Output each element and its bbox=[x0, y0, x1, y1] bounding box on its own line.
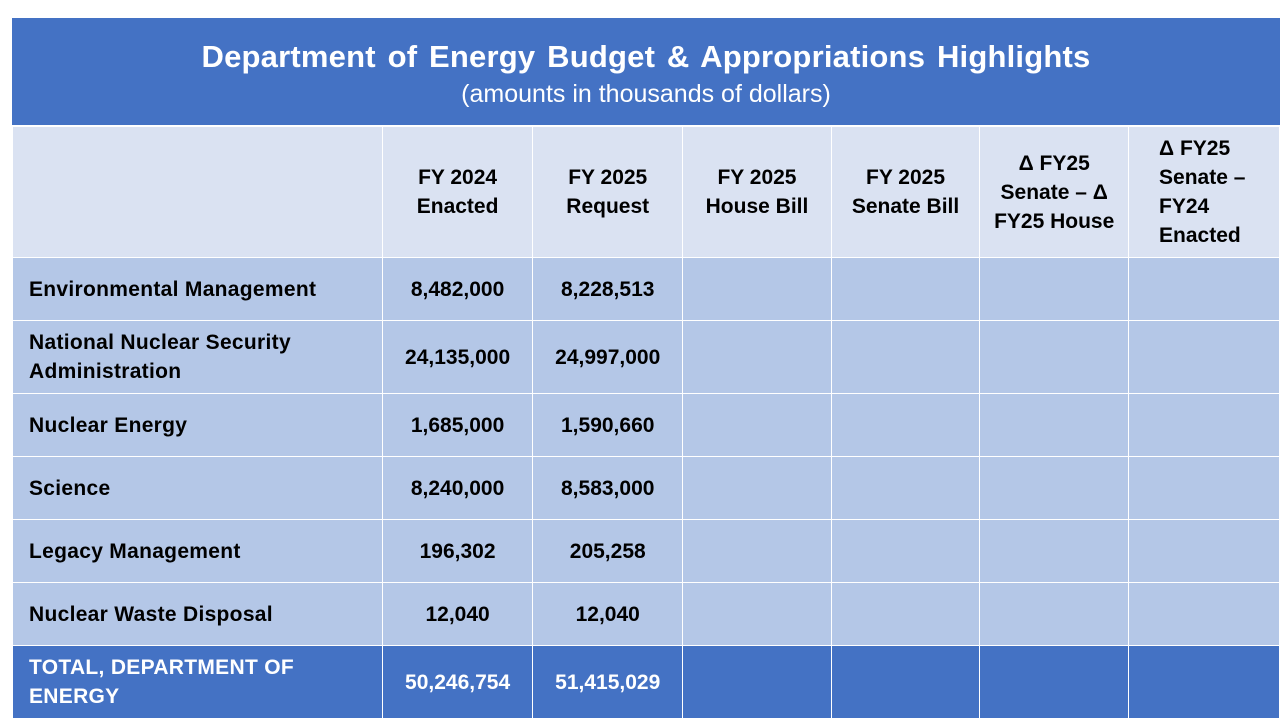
cell-fy2024-enacted: 196,302 bbox=[382, 519, 534, 583]
header-delta-senate-house: Δ FY25 Senate – Δ FY25 House bbox=[979, 126, 1130, 258]
cell-fy2025-senate bbox=[830, 582, 981, 646]
cell-fy2024-enacted: 1,685,000 bbox=[382, 393, 534, 457]
budget-table: FY 2024 Enacted FY 2025 Request FY 2025 … bbox=[11, 126, 1280, 719]
total-fy2024-enacted: 50,246,754 bbox=[382, 645, 534, 719]
cell-delta-senate-house bbox=[979, 582, 1130, 646]
cell-fy2025-house bbox=[682, 582, 832, 646]
cell-delta-senate-house bbox=[979, 320, 1130, 394]
cell-fy2025-request: 24,997,000 bbox=[532, 320, 684, 394]
total-fy2025-senate bbox=[830, 645, 981, 719]
cell-fy2025-house bbox=[682, 320, 832, 394]
cell-fy2025-house bbox=[682, 519, 832, 583]
cell-fy2024-enacted: 24,135,000 bbox=[382, 320, 534, 394]
total-fy2025-house bbox=[682, 645, 832, 719]
row-label: Nuclear Waste Disposal bbox=[11, 582, 384, 646]
cell-fy2025-request: 1,590,660 bbox=[532, 393, 684, 457]
cell-delta-senate-fy24 bbox=[1128, 456, 1280, 520]
header-fy2024-enacted: FY 2024 Enacted bbox=[382, 126, 534, 258]
total-fy2025-request: 51,415,029 bbox=[532, 645, 684, 719]
table-row: National Nuclear Security Administration… bbox=[11, 320, 1280, 394]
cell-fy2025-senate bbox=[830, 456, 981, 520]
cell-fy2025-request: 12,040 bbox=[532, 582, 684, 646]
cell-fy2025-request: 8,228,513 bbox=[532, 257, 684, 321]
cell-fy2025-request: 8,583,000 bbox=[532, 456, 684, 520]
total-row: TOTAL, DEPARTMENT OF ENERGY 50,246,754 5… bbox=[11, 645, 1280, 719]
cell-delta-senate-fy24 bbox=[1128, 257, 1280, 321]
cell-fy2025-senate bbox=[830, 519, 981, 583]
cell-fy2024-enacted: 8,240,000 bbox=[382, 456, 534, 520]
header-label-cell bbox=[11, 126, 384, 258]
table-row: Nuclear Energy 1,685,000 1,590,660 bbox=[11, 393, 1280, 457]
row-label: Legacy Management bbox=[11, 519, 384, 583]
slide-subtitle: (amounts in thousands of dollars) bbox=[461, 80, 831, 108]
table-header-row: FY 2024 Enacted FY 2025 Request FY 2025 … bbox=[11, 126, 1280, 258]
cell-delta-senate-house bbox=[979, 456, 1130, 520]
row-label: Science bbox=[11, 456, 384, 520]
row-label: Environmental Management bbox=[11, 257, 384, 321]
table-row: Legacy Management 196,302 205,258 bbox=[11, 519, 1280, 583]
cell-delta-senate-house bbox=[979, 257, 1130, 321]
cell-delta-senate-fy24 bbox=[1128, 393, 1280, 457]
cell-delta-senate-fy24 bbox=[1128, 582, 1280, 646]
cell-delta-senate-house bbox=[979, 393, 1130, 457]
header-delta-senate-fy24: Δ FY25 Senate – FY24 Enacted bbox=[1128, 126, 1280, 258]
row-label: Nuclear Energy bbox=[11, 393, 384, 457]
cell-fy2025-request: 205,258 bbox=[532, 519, 684, 583]
cell-delta-senate-fy24 bbox=[1128, 320, 1280, 394]
cell-fy2025-house bbox=[682, 456, 832, 520]
row-label: National Nuclear Security Administration bbox=[11, 320, 384, 394]
header-fy2025-house-bill: FY 2025 House Bill bbox=[682, 126, 832, 258]
cell-fy2024-enacted: 8,482,000 bbox=[382, 257, 534, 321]
cell-fy2025-senate bbox=[830, 320, 981, 394]
cell-fy2025-senate bbox=[830, 393, 981, 457]
total-delta-senate-house bbox=[979, 645, 1130, 719]
cell-delta-senate-house bbox=[979, 519, 1130, 583]
title-band: Department of Energy Budget & Appropriat… bbox=[12, 18, 1280, 125]
total-delta-senate-fy24 bbox=[1128, 645, 1280, 719]
cell-fy2025-house bbox=[682, 257, 832, 321]
table-row: Science 8,240,000 8,583,000 bbox=[11, 456, 1280, 520]
cell-delta-senate-fy24 bbox=[1128, 519, 1280, 583]
slide-title: Department of Energy Budget & Appropriat… bbox=[201, 39, 1091, 74]
header-fy2025-senate-bill: FY 2025 Senate Bill bbox=[830, 126, 981, 258]
total-label: TOTAL, DEPARTMENT OF ENERGY bbox=[11, 645, 384, 719]
table-row: Nuclear Waste Disposal 12,040 12,040 bbox=[11, 582, 1280, 646]
cell-fy2025-senate bbox=[830, 257, 981, 321]
table-row: Environmental Management 8,482,000 8,228… bbox=[11, 257, 1280, 321]
cell-fy2024-enacted: 12,040 bbox=[382, 582, 534, 646]
header-fy2025-request: FY 2025 Request bbox=[532, 126, 684, 258]
cell-fy2025-house bbox=[682, 393, 832, 457]
